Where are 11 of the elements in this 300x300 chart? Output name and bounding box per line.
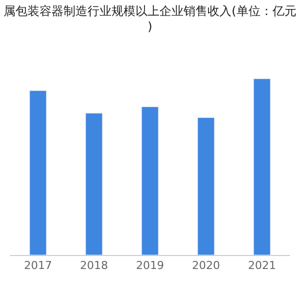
- x-tick-label: 2021: [248, 259, 276, 272]
- bar: [85, 112, 103, 255]
- chart-title: 属包装容器制造行业规模以上企业销售收入(单位：亿元): [4, 4, 296, 34]
- bar: [197, 117, 215, 255]
- bar: [141, 106, 159, 255]
- x-tick-label: 2017: [24, 259, 52, 272]
- bar: [253, 78, 271, 255]
- x-tick-label: 2018: [80, 259, 108, 272]
- bar: [29, 90, 47, 255]
- x-tick-label: 2020: [192, 259, 220, 272]
- x-tick-label: 2019: [136, 259, 164, 272]
